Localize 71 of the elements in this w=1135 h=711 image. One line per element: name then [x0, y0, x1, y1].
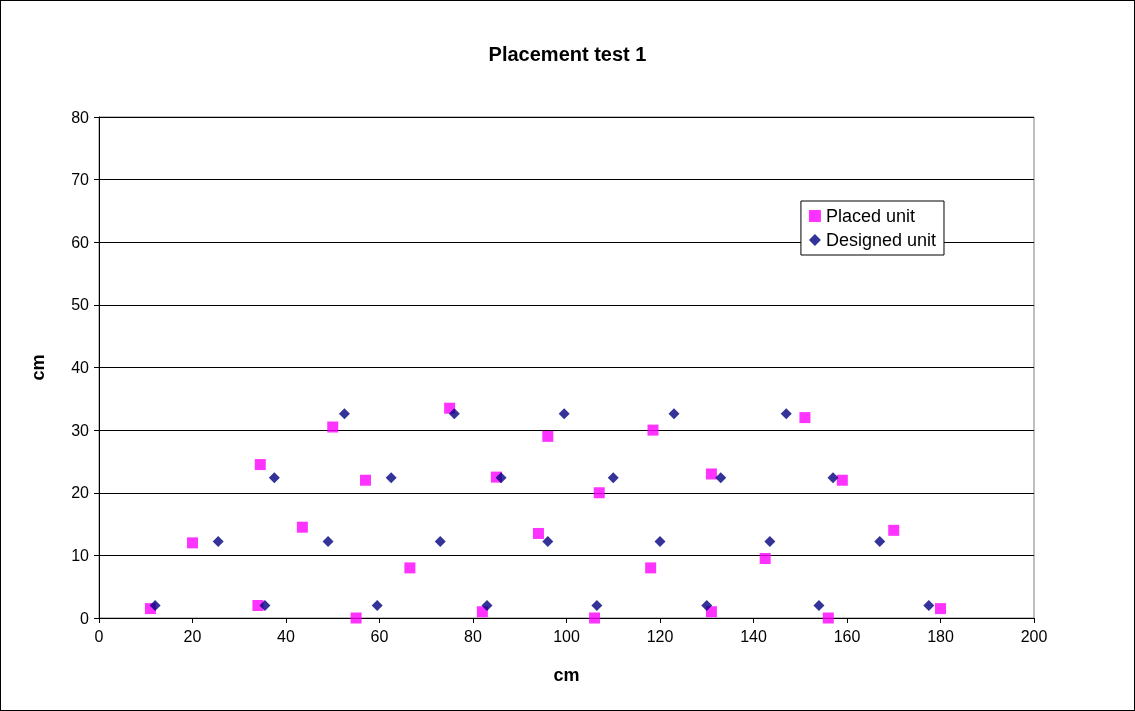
point: [715, 472, 727, 484]
x-tick-label: 0: [94, 627, 104, 645]
point: [187, 537, 198, 549]
x-tick-label: 160: [833, 627, 861, 645]
point: [593, 487, 605, 499]
point: [296, 521, 308, 533]
point: [705, 468, 717, 480]
point: [542, 430, 554, 442]
point: [654, 536, 666, 548]
y-axis-title: cm: [28, 354, 48, 381]
point: [350, 612, 362, 624]
point: [836, 474, 848, 486]
y-tick-label: 70: [71, 171, 90, 189]
point: [385, 472, 397, 484]
point: [607, 472, 619, 484]
y-tick-label: 0: [80, 609, 90, 627]
point: [542, 536, 554, 548]
point: [589, 612, 601, 624]
y-tick-label: 40: [71, 359, 90, 376]
point: [371, 599, 383, 611]
x-tick-label: 140: [740, 627, 767, 645]
point: [448, 408, 460, 420]
y-tick-label: 60: [71, 233, 90, 251]
point: [532, 527, 544, 539]
point: [647, 424, 659, 436]
point: [645, 562, 657, 574]
x-tick-label: 200: [1020, 627, 1048, 645]
point: [558, 408, 570, 420]
point: [338, 408, 350, 420]
x-tick-label: 180: [927, 627, 954, 645]
legend-label: Placed unit: [825, 206, 915, 226]
point: [780, 408, 792, 420]
point: [268, 472, 280, 484]
x-tick-label: 60: [370, 627, 389, 645]
point: [923, 599, 935, 611]
point: [322, 536, 334, 548]
x-axis-title: cm: [553, 665, 580, 685]
legend-label: Designed unit: [825, 230, 936, 250]
point: [874, 536, 886, 548]
y-tick-label: 20: [71, 484, 90, 502]
x-tick-label: 100: [553, 627, 580, 645]
chart-title: Placement test 1: [488, 43, 647, 65]
point: [259, 599, 271, 611]
point: [813, 599, 825, 611]
point: [759, 553, 771, 565]
x-tick-label: 20: [183, 627, 202, 645]
x-tick-label: 80: [464, 627, 482, 645]
point: [888, 524, 900, 536]
point: [591, 599, 603, 611]
point: [701, 599, 713, 611]
y-tick-label: 80: [71, 108, 90, 126]
x-tick-label: 40: [277, 627, 295, 645]
point: [434, 536, 446, 548]
point: [668, 408, 680, 420]
point: [822, 612, 834, 624]
y-tick-label: 10: [71, 546, 90, 564]
point: [149, 599, 161, 611]
point: [799, 412, 811, 424]
y-tick-label: 30: [71, 421, 90, 439]
point: [495, 472, 507, 484]
point: [404, 562, 416, 574]
point: [827, 472, 839, 484]
point: [359, 474, 371, 486]
point: [935, 603, 946, 615]
y-tick-label: 50: [71, 296, 90, 314]
point: [481, 599, 493, 611]
point: [764, 536, 776, 548]
point: [212, 536, 224, 548]
x-tick-label: 120: [646, 627, 674, 645]
point: [327, 421, 339, 433]
point: [254, 459, 266, 471]
